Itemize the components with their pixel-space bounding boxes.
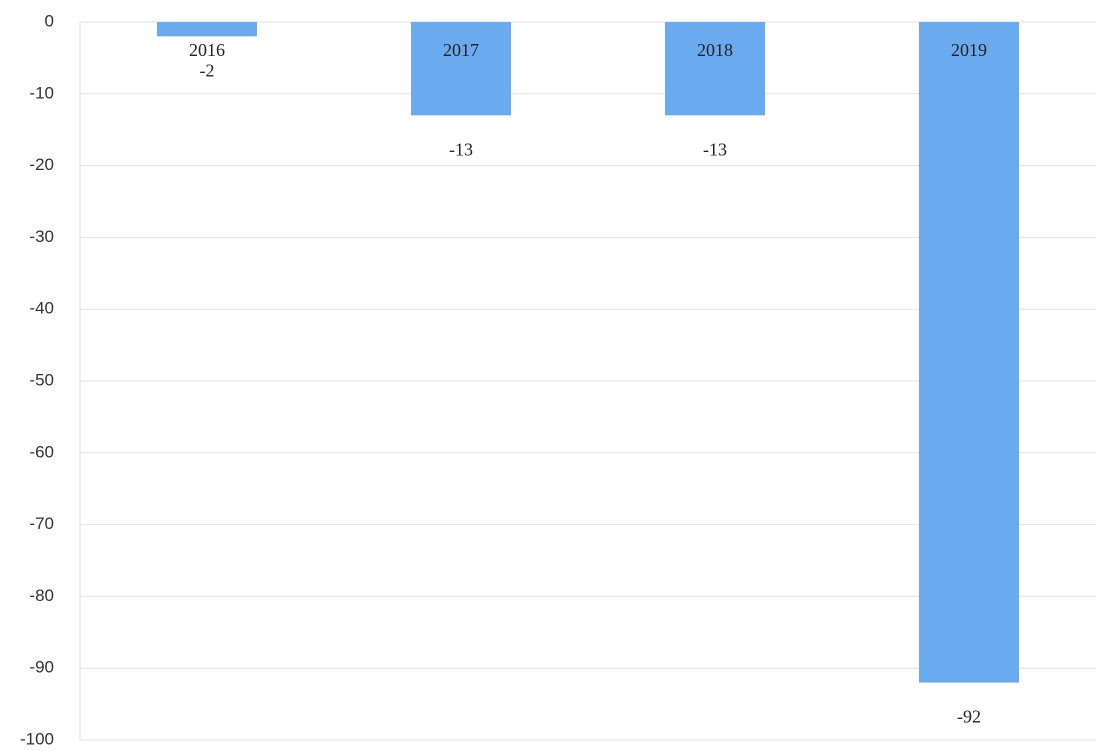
y-tick-label: -10: [29, 83, 54, 102]
category-label: 2016: [189, 40, 225, 60]
y-tick-label: -80: [29, 586, 54, 605]
y-tick-label: -60: [29, 442, 54, 461]
bar: [919, 22, 1019, 683]
bar: [665, 22, 765, 116]
y-tick-label: -100: [20, 729, 54, 748]
y-tick-label: 0: [45, 11, 54, 30]
y-tick-label: -50: [29, 370, 54, 389]
bar: [157, 22, 257, 37]
y-tick-label: -40: [29, 299, 54, 318]
y-tick-label: -90: [29, 658, 54, 677]
value-label: -2: [200, 60, 215, 80]
value-label: -92: [957, 707, 981, 727]
y-tick-label: -70: [29, 514, 54, 533]
value-label: -13: [703, 139, 727, 159]
value-label: -13: [449, 139, 473, 159]
category-label: 2018: [697, 40, 733, 60]
y-tick-label: -30: [29, 227, 54, 246]
category-label: 2017: [443, 40, 479, 60]
y-tick-label: -20: [29, 155, 54, 174]
bar: [411, 22, 511, 116]
category-label: 2019: [951, 40, 987, 60]
